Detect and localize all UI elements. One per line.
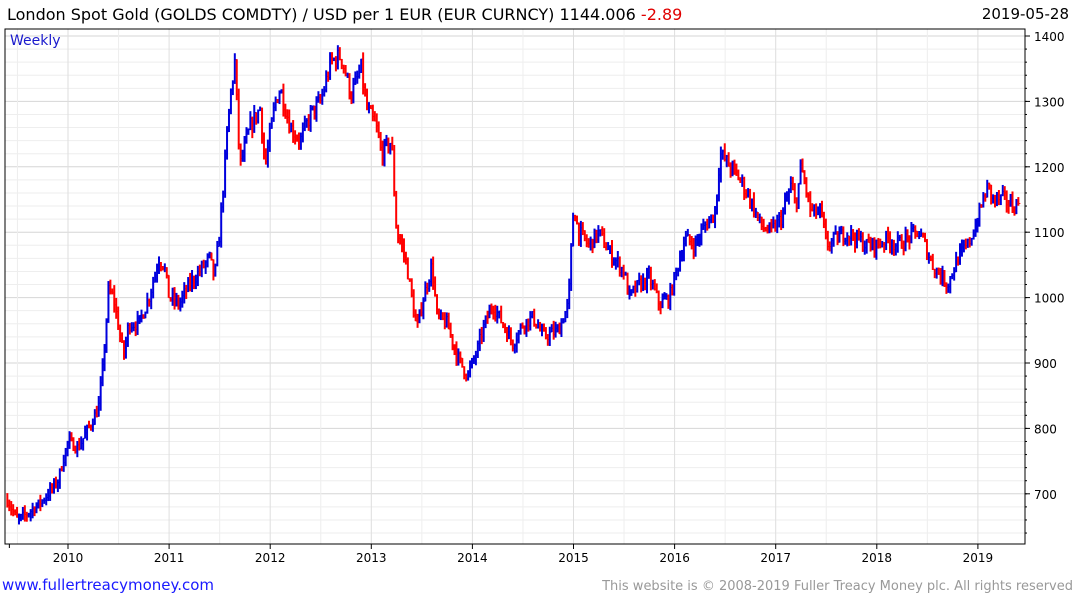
x-tick-label: 2019 [963, 551, 994, 565]
site-link[interactable]: www.fullertreacymoney.com [2, 576, 215, 594]
y-tick-label: 900 [1034, 357, 1057, 371]
y-tick-label: 800 [1034, 422, 1057, 436]
x-tick-label: 2011 [154, 551, 185, 565]
chart-date: 2019-05-28 [981, 5, 1069, 23]
copyright-text: This website is © 2008-2019 Fuller Treac… [602, 579, 1073, 594]
plot-frame [4, 28, 1026, 545]
x-tick-label: 2015 [558, 551, 589, 565]
change-value: -2.89 [640, 5, 683, 24]
y-tick-label: 1200 [1034, 161, 1065, 175]
y-tick-label: 1000 [1034, 292, 1065, 306]
chart-title: London Spot Gold (GOLDS COMDTY) / USD pe… [7, 5, 682, 24]
x-tick-label: 2010 [53, 551, 84, 565]
y-tick-label: 1100 [1034, 226, 1065, 240]
title-text: London Spot Gold (GOLDS COMDTY) / USD pe… [7, 5, 555, 24]
y-tick-label: 700 [1034, 488, 1057, 502]
last-value: 1144.006 [559, 5, 636, 24]
ohlc-bars [6, 45, 1021, 525]
y-tick-label: 1400 [1034, 30, 1065, 44]
x-tick-label: 2016 [659, 551, 690, 565]
frequency-label: Weekly [10, 33, 61, 49]
x-tick-label: 2018 [862, 551, 893, 565]
x-tick-label: 2013 [356, 551, 387, 565]
y-tick-label: 1300 [1034, 95, 1065, 109]
x-tick-label: 2017 [760, 551, 791, 565]
x-tick-label: 2014 [457, 551, 488, 565]
x-tick-label: 2012 [255, 551, 286, 565]
